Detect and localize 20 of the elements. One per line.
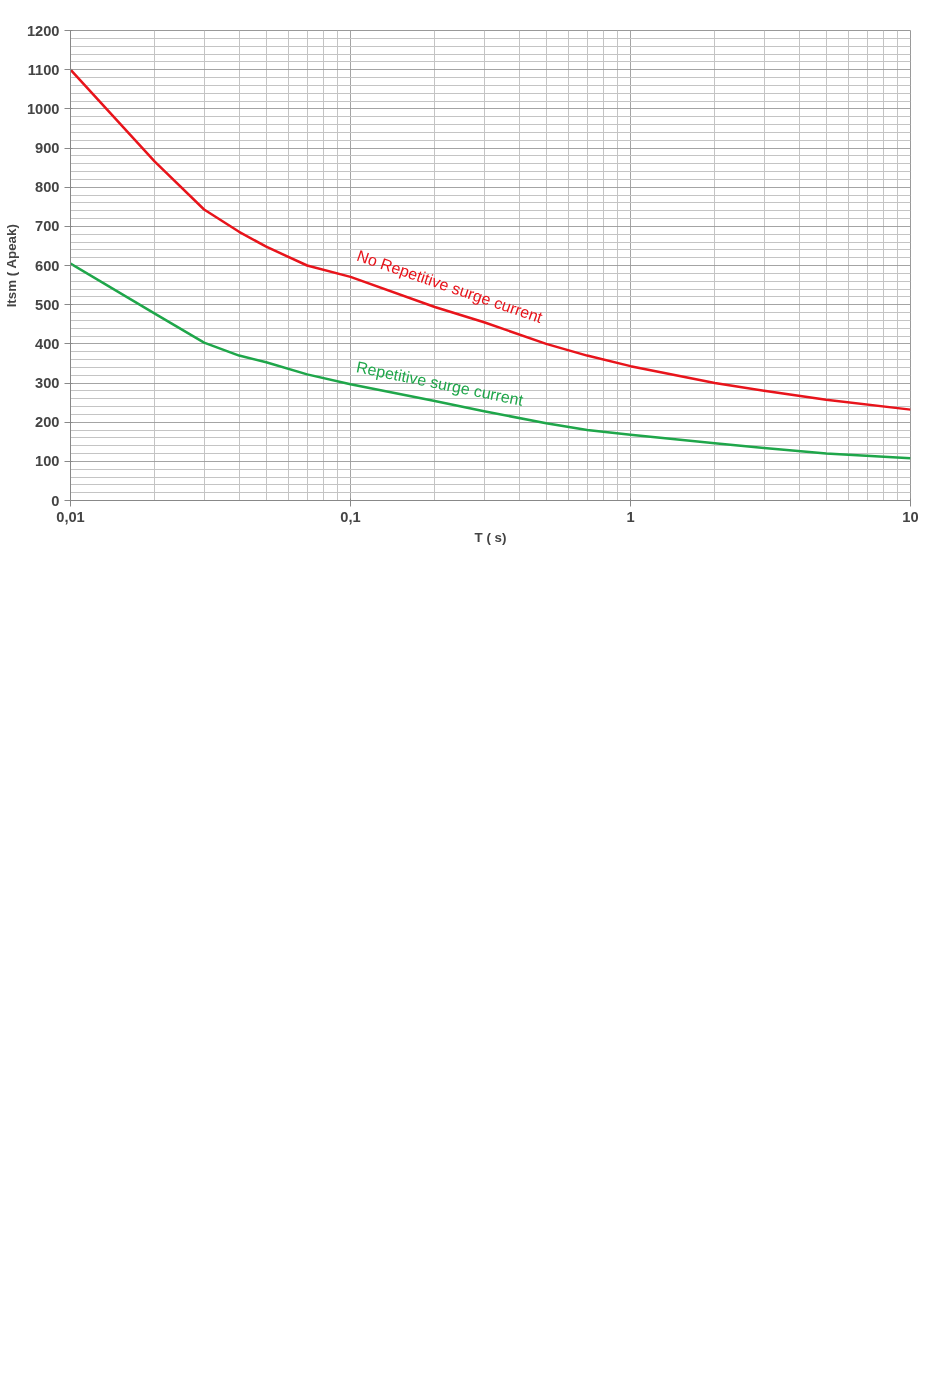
y-tick-label: 1200: [26, 22, 60, 39]
y-tick-label: 900: [35, 140, 60, 156]
y-tick-label: 600: [35, 257, 60, 274]
y-tick-label: 0: [51, 492, 60, 509]
y-tick-label: 700: [35, 218, 60, 235]
y-tick-label: 1100: [27, 61, 60, 78]
y-tick-label: 200: [35, 414, 60, 431]
x-tick-label: 0,01: [56, 508, 85, 525]
y-tick-label: 800: [35, 179, 60, 196]
x-tick-label: 0,1: [340, 508, 361, 525]
y-tick-label: 1000: [26, 100, 60, 117]
y-axis-title: Itsm ( Apeak): [3, 224, 19, 308]
text: Repetitive surge current: [354, 358, 526, 409]
x-tick-label: 1: [626, 508, 635, 525]
y-tick-label: 300: [35, 375, 60, 391]
x-axis-title: T ( s): [474, 529, 507, 545]
y-tick-label: 100: [35, 453, 60, 470]
y-tick-label: 400: [35, 335, 60, 352]
y-tick-label: 500: [35, 296, 60, 313]
x-tick-label: 10: [902, 508, 919, 525]
